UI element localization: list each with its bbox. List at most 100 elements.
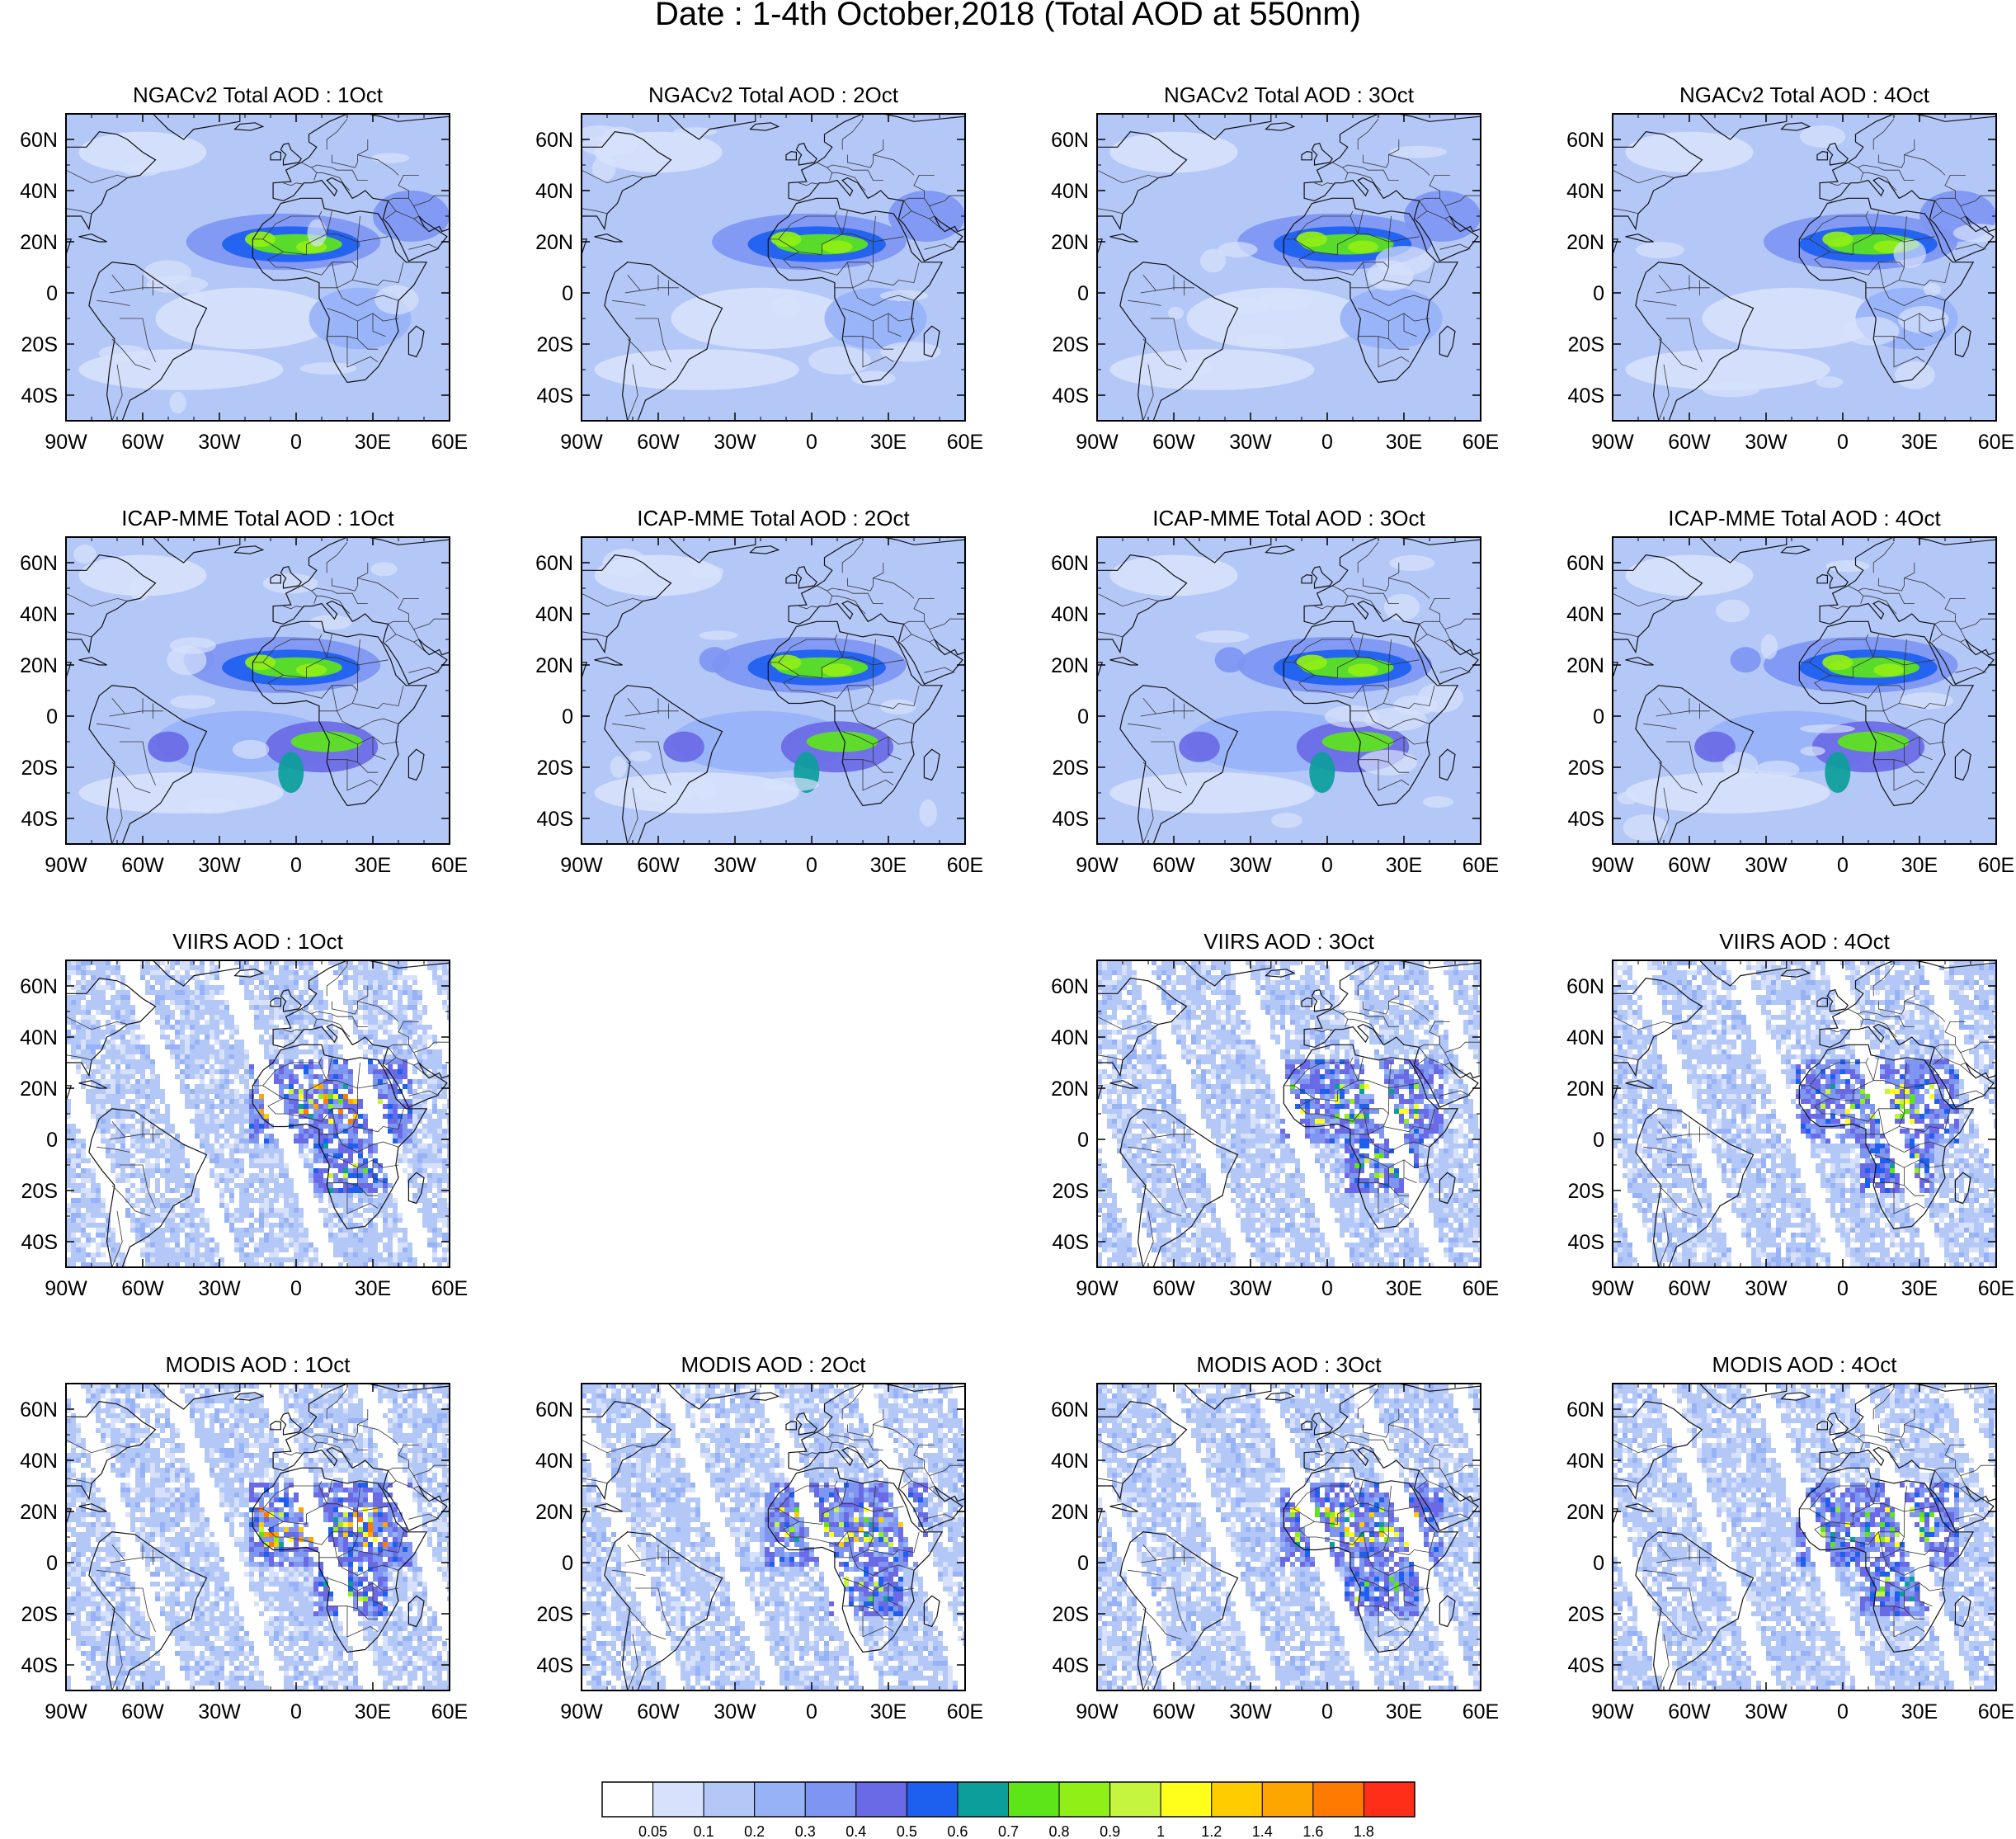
panel-title: MODIS AOD : 4Oct	[1712, 1352, 1898, 1377]
lat-tick-label: 40N	[20, 1450, 58, 1473]
lon-tick-label: 0	[290, 1277, 302, 1300]
lat-tick-label: 20N	[1051, 231, 1089, 254]
lon-tick-label: 90W	[1591, 1277, 1634, 1300]
lat-tick-label: 60N	[1566, 1398, 1604, 1422]
coastlines	[1097, 1384, 1481, 1690]
lon-tick-label: 30W	[198, 1277, 241, 1300]
colorbar-label: 0.7	[998, 1823, 1019, 1839]
aod-field	[66, 114, 450, 421]
lat-tick-label: 40S	[1053, 384, 1089, 408]
lon-tick-label: 30E	[355, 1277, 391, 1300]
lat-tick-label: 40N	[1051, 1026, 1089, 1049]
lat-tick-label: 20S	[21, 757, 58, 780]
colorbar-swatch	[1312, 1781, 1364, 1818]
lon-tick-label: 30W	[198, 1700, 241, 1723]
lon-tick-label: 90W	[45, 1277, 87, 1300]
lon-tick-label: 60W	[121, 854, 164, 877]
aod-field	[1613, 1384, 1996, 1690]
lon-tick-label: 90W	[1591, 854, 1634, 877]
lon-tick-label: 60E	[431, 854, 468, 877]
lat-tick-label: 20N	[1051, 1501, 1089, 1524]
lat-tick-label: 60N	[535, 552, 573, 575]
lat-tick-label: 0	[562, 705, 573, 729]
lon-tick-label: 30W	[1745, 1277, 1788, 1300]
lat-tick-label: 20N	[20, 654, 58, 677]
aod-field	[1097, 114, 1481, 421]
map-panel-icap-4: ICAP-MME Total AOD : 4Oct 90W 60W 30W 0 30E 60…	[1566, 506, 2014, 877]
map-panel-modis-1: MODIS AOD : 1Oct 90W 60W 30W 0 30E 60E 60N 40N 20…	[20, 1352, 468, 1723]
lon-tick-label: 60W	[637, 1700, 680, 1723]
lon-tick-label: 60W	[1152, 431, 1195, 454]
lon-tick-label: 0	[806, 854, 817, 877]
lon-tick-label: 30W	[1229, 854, 1272, 877]
lat-tick-label: 0	[562, 1552, 573, 1575]
panel-title: VIIRS AOD : 4Oct	[1719, 929, 1890, 954]
panel-title: MODIS AOD : 3Oct	[1197, 1352, 1382, 1377]
panel-title: ICAP-MME Total AOD : 4Oct	[1668, 506, 1941, 530]
lat-tick-label: 40N	[1051, 180, 1089, 203]
lon-tick-label: 60W	[1668, 1277, 1711, 1300]
lat-tick-label: 20N	[535, 1501, 573, 1524]
aod-field	[1097, 537, 1481, 844]
lat-tick-label: 40S	[1053, 808, 1089, 831]
aod-field	[1613, 114, 1996, 421]
lat-tick-label: 40S	[1053, 1231, 1089, 1254]
lat-tick-label: 60N	[20, 1398, 58, 1422]
aod-field	[582, 114, 965, 421]
map-panel-modis-3: MODIS AOD : 3Oct 90W 60W 30W 0 30E 60E 60N 40N 20…	[1051, 1352, 1499, 1723]
lat-tick-label: 40N	[1051, 1450, 1089, 1473]
coastlines	[582, 1384, 965, 1690]
lon-tick-label: 60W	[121, 431, 164, 454]
lon-tick-label: 90W	[45, 431, 87, 454]
lat-tick-label: 20N	[535, 654, 573, 677]
lon-tick-label: 60E	[947, 854, 983, 877]
lat-tick-label: 20N	[20, 1501, 58, 1524]
panel-title: MODIS AOD : 1Oct	[166, 1352, 351, 1377]
map-panel-ngac-1: NGACv2 Total AOD : 1Oct 90W 60W 30W 0 30E 60E 6…	[20, 83, 468, 454]
lon-tick-label: 60E	[1978, 854, 2014, 877]
coastlines	[1613, 960, 1996, 1267]
lon-tick-label: 60W	[121, 1277, 164, 1300]
lon-tick-label: 60W	[637, 854, 680, 877]
map-panel-ngac-4: NGACv2 Total AOD : 4Oct 90W 60W 30W 0 30E 60E 6…	[1566, 83, 2014, 454]
lat-tick-label: 60N	[535, 129, 573, 152]
colorbar: 0.05 0.1 0.2 0.3 0.4 0.5 0.6 0.7 0.8 0.9 1 1.2 1.4 1.…	[601, 1781, 1415, 1839]
lat-tick-label: 20S	[21, 1603, 58, 1626]
lat-tick-label: 0	[1077, 1129, 1089, 1152]
lon-tick-label: 30W	[1229, 431, 1272, 454]
lat-tick-label: 40N	[1566, 180, 1604, 203]
panel-title: NGACv2 Total AOD : 4Oct	[1679, 83, 1930, 107]
lon-tick-label: 60W	[637, 431, 680, 454]
lat-tick-label: 20S	[1568, 1603, 1604, 1626]
lon-tick-label: 0	[290, 854, 302, 877]
lat-tick-label: 20N	[1051, 1077, 1089, 1101]
lon-tick-label: 90W	[1076, 431, 1119, 454]
lat-tick-label: 20S	[1053, 333, 1089, 356]
lon-tick-label: 90W	[560, 1700, 603, 1723]
lat-tick-label: 60N	[1051, 1398, 1089, 1422]
lon-tick-label: 60E	[947, 431, 983, 454]
colorbar-swatch	[1211, 1781, 1263, 1818]
lat-tick-label: 40S	[537, 384, 573, 408]
lon-tick-label: 30W	[1745, 854, 1788, 877]
lon-tick-label: 0	[1321, 1277, 1333, 1300]
lon-tick-label: 0	[1837, 1700, 1849, 1723]
panel-title: ICAP-MME Total AOD : 2Oct	[637, 506, 910, 530]
lon-tick-label: 30E	[1901, 1277, 1938, 1300]
colorbar-label: 0.4	[845, 1823, 866, 1839]
panel-title: NGACv2 Total AOD : 1Oct	[133, 83, 384, 107]
colorbar-label: 1.6	[1302, 1823, 1323, 1839]
lon-tick-label: 60E	[1978, 431, 2014, 454]
lon-tick-label: 0	[1321, 431, 1333, 454]
colorbar-swatch	[1261, 1781, 1314, 1818]
lon-tick-label: 30W	[714, 431, 756, 454]
lon-tick-label: 30W	[1745, 1700, 1788, 1723]
lat-tick-label: 60N	[20, 552, 58, 575]
lat-tick-label: 0	[1077, 1552, 1089, 1575]
lat-tick-label: 20S	[1053, 1603, 1089, 1626]
lat-tick-label: 40N	[1566, 1026, 1604, 1049]
coastlines	[1613, 1384, 1996, 1690]
lon-tick-label: 90W	[1591, 431, 1634, 454]
colorbar-swatch	[703, 1781, 756, 1818]
